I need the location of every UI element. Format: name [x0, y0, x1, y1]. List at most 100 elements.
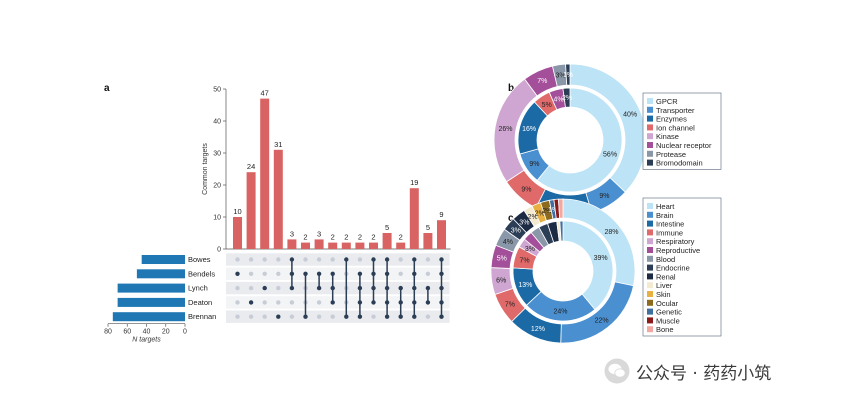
matrix-dot-inactive — [248, 285, 254, 291]
legend-label: GPCR — [656, 97, 678, 106]
inner-ring-percent-label: 7% — [520, 257, 530, 264]
bar — [260, 98, 270, 249]
legend-swatch — [647, 115, 653, 122]
matrix-dot-inactive — [262, 314, 267, 319]
matrix-dot-inactive — [235, 257, 240, 262]
inner-ring-percent-label: 56% — [603, 152, 617, 159]
legend-swatch — [647, 220, 653, 227]
set-size-bar — [112, 312, 185, 322]
matrix-dot-inactive — [248, 257, 254, 262]
matrix-dot-active — [235, 271, 240, 276]
legend-box — [642, 197, 722, 337]
legend-label: Blood — [656, 255, 675, 264]
matrix-dot-inactive — [330, 257, 335, 262]
matrix-row-band — [226, 296, 450, 309]
legend-swatch — [647, 159, 653, 166]
inner-ring-percent-label: 4% — [553, 97, 563, 104]
y-tick-label: 20 — [213, 183, 221, 190]
set-label: Bendels — [188, 269, 215, 278]
bar-value-label: 5 — [385, 223, 389, 232]
matrix-dot-inactive — [235, 314, 240, 319]
legend-swatch — [647, 308, 653, 315]
legend-label: Skin — [656, 290, 671, 299]
outer-ring-percent-label: 40% — [623, 112, 637, 119]
outer-ring-percent-label: 1% — [548, 207, 558, 214]
legend-swatch — [647, 142, 653, 148]
matrix-dot-inactive — [262, 300, 267, 305]
inner-ring-percent-label: 5% — [542, 102, 552, 109]
legend-swatch — [647, 150, 653, 157]
legend-label: Ion channel — [656, 123, 695, 132]
outer-ring-percent-label: 2% — [528, 214, 538, 221]
bar — [287, 239, 297, 249]
matrix-dot-active — [276, 314, 281, 319]
legend-label: Bromodomain — [656, 159, 703, 168]
legend-label: Bone — [656, 325, 674, 334]
outer-ring-slice — [565, 63, 571, 86]
legend-swatch — [647, 273, 653, 280]
legend-swatch — [647, 282, 653, 289]
legend-label: Muscle — [656, 316, 680, 325]
legend-label: Protease — [656, 150, 686, 159]
bar-value-label: 2 — [399, 233, 403, 242]
legend-label: Transporter — [656, 106, 695, 115]
matrix-dot-active — [425, 285, 431, 291]
set-size-tick-label: 60 — [123, 329, 131, 336]
outer-ring-percent-label: 22% — [595, 318, 609, 325]
legend-swatch — [647, 229, 653, 236]
panel-a-label: a — [104, 83, 110, 94]
matrix-dot-inactive — [316, 314, 322, 319]
panel-b-label: b — [508, 83, 514, 94]
bar — [355, 242, 365, 249]
matrix-dot-inactive — [330, 314, 335, 319]
inner-ring-slice — [536, 87, 623, 193]
outer-ring-percent-label: 4% — [503, 239, 513, 246]
bar — [301, 242, 310, 249]
set-size-axis-label: N targets — [132, 337, 161, 344]
outer-ring-percent-label: 9% — [521, 186, 531, 193]
y-tick-label: 40 — [213, 119, 221, 126]
matrix-dot-inactive — [262, 257, 267, 262]
matrix-dot-inactive — [398, 257, 403, 262]
legend-swatch — [647, 133, 653, 140]
matrix-dot-inactive — [276, 300, 281, 305]
matrix-row-band — [226, 267, 450, 280]
bar — [409, 188, 419, 249]
legend-label: Genetic — [656, 308, 682, 317]
matrix-dot-inactive — [303, 257, 308, 262]
bar — [437, 220, 446, 249]
bar-value-label: 2 — [303, 233, 307, 242]
matrix-dot-inactive — [262, 271, 267, 276]
outer-ring-slice — [558, 198, 564, 219]
bar-value-label: 5 — [426, 223, 430, 232]
y-tick-label: 10 — [213, 215, 221, 222]
legend-swatch — [647, 98, 653, 104]
outer-ring-percent-label: 3% — [519, 219, 529, 226]
legend-label: Respiratory — [656, 237, 695, 246]
matrix-dot-inactive — [276, 271, 281, 276]
inner-ring-percent-label: 9% — [529, 161, 539, 168]
legend-swatch — [647, 255, 653, 262]
y-tick-label: 50 — [213, 87, 221, 94]
inner-ring-percent-label: 16% — [522, 126, 536, 133]
outer-ring-percent-label: 26% — [498, 126, 512, 133]
matrix-dot-inactive — [425, 271, 431, 276]
set-size-bar — [136, 269, 185, 279]
bar-value-label: 9 — [439, 210, 443, 219]
matrix-dot-inactive — [248, 314, 254, 319]
inner-ring-slice — [562, 87, 571, 108]
legend-label: Nuclear receptor — [656, 141, 712, 150]
bar — [314, 239, 324, 249]
matrix-row-band — [226, 253, 450, 266]
set-label: Lynch — [188, 284, 208, 293]
matrix-dot-inactive — [289, 314, 295, 319]
wechat-icon — [604, 358, 630, 384]
matrix-dot-inactive — [235, 285, 240, 291]
legend-swatch — [647, 291, 653, 297]
legend-swatch — [647, 238, 653, 245]
bar — [396, 242, 406, 249]
matrix-dot-active — [262, 285, 267, 291]
outer-ring-percent-label: 7% — [537, 78, 547, 85]
